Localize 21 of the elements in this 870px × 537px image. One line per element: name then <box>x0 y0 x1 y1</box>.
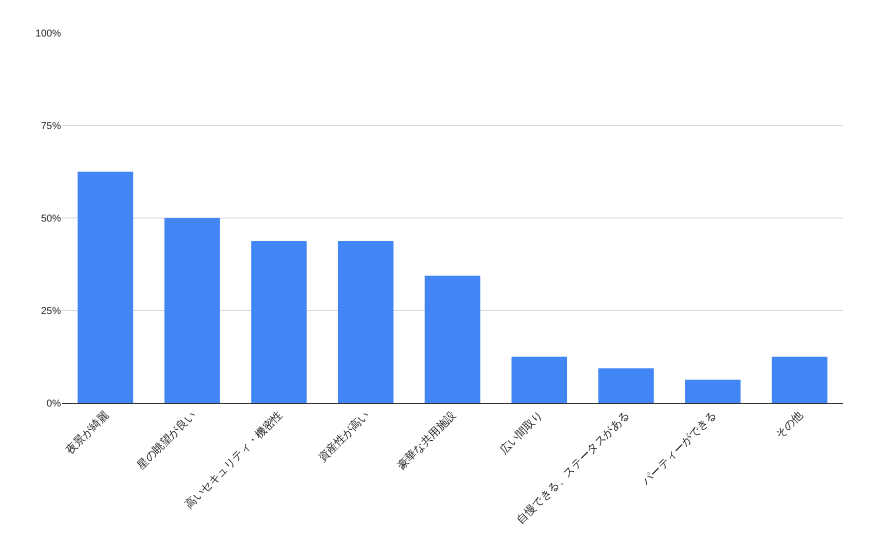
x-tick-label: その他 <box>774 409 806 442</box>
y-tick-label: 25% <box>40 306 62 317</box>
bar <box>685 380 741 403</box>
y-tick-label: 75% <box>40 121 62 132</box>
x-tick-label: 星の眺望が良い <box>134 408 198 472</box>
y-tick-label: 100% <box>35 28 62 40</box>
y-tick-label: 50% <box>40 214 62 224</box>
x-tick-label: 広い間取り <box>497 408 546 457</box>
y-tick-label: 0% <box>46 398 62 410</box>
x-tick-label: パーティーができる <box>640 409 719 488</box>
x-tick-label: 夜景が綺麗 <box>63 408 112 457</box>
bar <box>251 240 307 403</box>
bar <box>772 356 828 403</box>
bar <box>338 240 394 403</box>
bar <box>598 368 654 403</box>
x-tick-label: 資産性が高い <box>316 408 372 464</box>
bar <box>512 356 568 403</box>
bar <box>164 218 220 403</box>
x-tick-label: 豪華な共用施設 <box>394 408 459 472</box>
bar <box>424 276 480 403</box>
bar <box>78 172 134 403</box>
